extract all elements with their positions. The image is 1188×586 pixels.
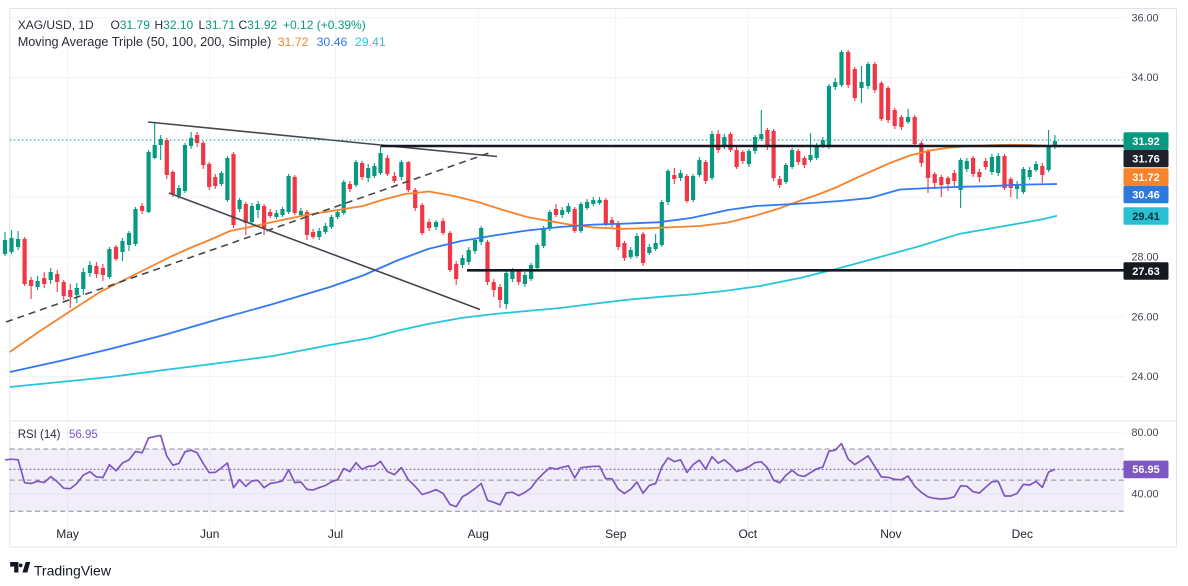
svg-text:31.72: 31.72 — [1132, 172, 1160, 184]
svg-text:May: May — [56, 527, 79, 541]
svg-text:30.46: 30.46 — [317, 35, 348, 49]
svg-text:Dec: Dec — [1012, 527, 1033, 541]
svg-text:31.92: 31.92 — [1132, 136, 1160, 148]
svg-text:XAG/USD, 1D: XAG/USD, 1D — [18, 18, 94, 32]
svg-text:+0.12 (+0.39%): +0.12 (+0.39%) — [283, 18, 366, 32]
svg-text:29.41: 29.41 — [355, 35, 386, 49]
svg-text:O31.79: O31.79 — [111, 18, 151, 32]
svg-text:28.00: 28.00 — [1132, 252, 1159, 264]
svg-text:40.00: 40.00 — [1132, 489, 1159, 501]
svg-text:27.63: 27.63 — [1132, 266, 1160, 278]
svg-text:Moving Average Triple (50, 100: Moving Average Triple (50, 100, 200, Sim… — [18, 35, 272, 49]
svg-text:Aug: Aug — [468, 527, 489, 541]
svg-text:31.76: 31.76 — [1132, 153, 1160, 165]
svg-text:RSI (14): RSI (14) — [18, 429, 61, 441]
svg-text:H32.10: H32.10 — [155, 18, 194, 32]
svg-text:Sep: Sep — [605, 527, 627, 541]
svg-text:24.00: 24.00 — [1132, 371, 1159, 383]
svg-text:29.41: 29.41 — [1132, 211, 1160, 223]
svg-text:C31.92: C31.92 — [239, 18, 278, 32]
svg-text:Jun: Jun — [200, 527, 219, 541]
svg-text:Nov: Nov — [880, 527, 901, 541]
svg-text:TradingView: TradingView — [34, 562, 112, 578]
svg-text:80.00: 80.00 — [1132, 427, 1159, 439]
svg-text:30.46: 30.46 — [1132, 189, 1160, 201]
svg-text:31.72: 31.72 — [278, 35, 309, 49]
svg-text:L31.71: L31.71 — [199, 18, 236, 32]
svg-text:34.00: 34.00 — [1132, 72, 1159, 84]
svg-text:Jul: Jul — [328, 527, 343, 541]
svg-text:Oct: Oct — [738, 527, 757, 541]
svg-text:56.95: 56.95 — [69, 429, 98, 441]
svg-text:26.00: 26.00 — [1132, 311, 1159, 323]
svg-text:56.95: 56.95 — [1132, 464, 1160, 476]
svg-text:36.00: 36.00 — [1132, 12, 1159, 24]
